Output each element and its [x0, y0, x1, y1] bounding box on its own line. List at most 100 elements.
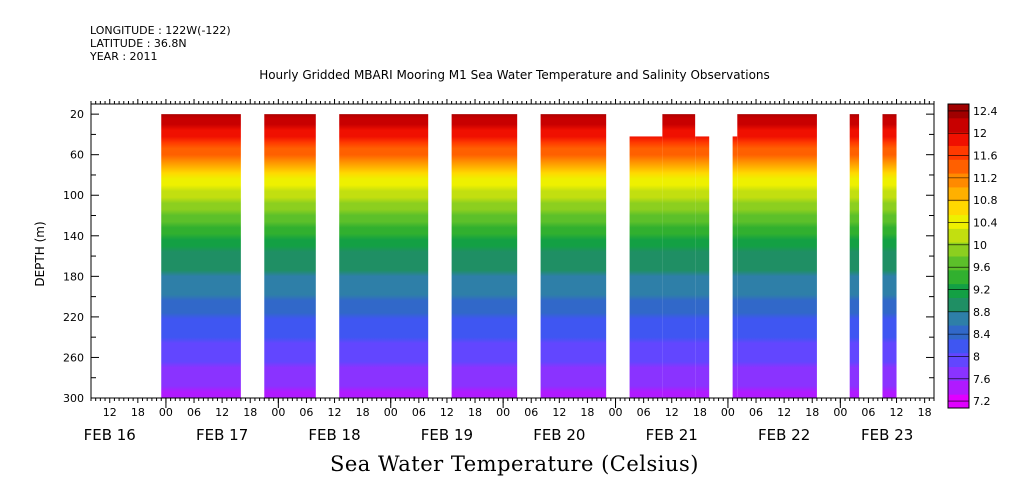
- y-tick-label: 220: [63, 311, 84, 324]
- axes: 12 18 00 06 12 18 00 06 12 18 00 06 12 18 00 06 12 18 00 06…: [63, 99, 935, 444]
- colorbar-label: 12: [973, 127, 987, 140]
- data-segment: [339, 114, 429, 398]
- hour-tick-label: 12: [440, 406, 454, 419]
- day-label: FEB 22: [758, 426, 810, 444]
- data-segment: [451, 114, 518, 398]
- colorbar-swatch: [948, 145, 969, 160]
- data-segment: [737, 114, 817, 398]
- hour-tick-label: 12: [215, 406, 229, 419]
- hour-tick-label: 06: [524, 406, 538, 419]
- hour-tick-label: 18: [693, 406, 707, 419]
- hour-tick-label: 06: [187, 406, 201, 419]
- colorbar-swatch: [948, 283, 969, 298]
- data-segment: [662, 114, 696, 398]
- day-label: FEB 21: [646, 426, 698, 444]
- colorbar-swatch: [948, 366, 969, 381]
- day-label: FEB 19: [421, 426, 473, 444]
- y-tick-label: 100: [63, 189, 84, 202]
- longitude-label: LONGITUDE : 122W(-122): [90, 24, 231, 37]
- hour-tick-label: 06: [412, 406, 426, 419]
- hour-tick-label: 06: [299, 406, 313, 419]
- hour-tick-label: 12: [777, 406, 791, 419]
- colorbar-label: 9.6: [973, 261, 991, 274]
- data-segment: [732, 136, 738, 398]
- y-axis-label: DEPTH (m): [33, 221, 47, 286]
- y-tick-label: 140: [63, 230, 84, 243]
- colorbar-swatch: [948, 159, 969, 174]
- hour-tick-label: 18: [918, 406, 932, 419]
- hour-tick-label: 12: [328, 406, 342, 419]
- hour-tick-label: 18: [356, 406, 370, 419]
- day-label: FEB 17: [196, 426, 248, 444]
- hour-tick-label: 18: [131, 406, 145, 419]
- day-label: FEB 16: [84, 426, 136, 444]
- colorbar-label: 7.6: [973, 373, 991, 386]
- hour-tick-label: 18: [805, 406, 819, 419]
- colorbar-label: 8: [973, 350, 980, 363]
- hour-tick-label: 18: [468, 406, 482, 419]
- colorbar-swatch: [948, 380, 969, 395]
- colorbar-swatch: [948, 325, 969, 340]
- day-label: FEB 18: [308, 426, 360, 444]
- mooring-metadata: LONGITUDE : 122W(-122) LATITUDE : 36.8N …: [90, 24, 231, 63]
- y-tick-label: 180: [63, 270, 84, 283]
- colorbar-swatch: [948, 131, 969, 146]
- hour-tick-label: 18: [243, 406, 257, 419]
- data-segment: [849, 114, 860, 398]
- colorbar-swatch: [948, 186, 969, 202]
- colorbar-swatch: [948, 228, 969, 243]
- y-tick-label: 300: [63, 392, 84, 405]
- colorbar-swatch: [948, 200, 969, 216]
- latitude-label: LATITUDE : 36.8N: [90, 37, 187, 50]
- hour-tick-label: 00: [833, 406, 847, 419]
- data-segment: [695, 136, 710, 398]
- colorbar-label: 11.6: [973, 150, 998, 163]
- data-segment: [540, 114, 607, 398]
- colorbar-swatch: [948, 352, 969, 368]
- hour-tick-label: 18: [580, 406, 594, 419]
- colorbar-label: 10.4: [973, 217, 998, 230]
- year-label: YEAR : 2011: [90, 50, 158, 63]
- x-axis-label: Sea Water Temperature (Celsius): [329, 452, 699, 476]
- day-label: FEB 23: [861, 426, 913, 444]
- hour-tick-label: 00: [384, 406, 398, 419]
- colorbar-swatch: [948, 311, 969, 326]
- colorbar: 7.2 7.6 8 8.4 8.8 9.2 9.6 10 10.4 10.8 11.2 11.6 12 1…: [947, 103, 998, 409]
- y-tick-label: 260: [63, 351, 84, 364]
- hour-tick-label: 06: [637, 406, 651, 419]
- colorbar-swatch: [948, 338, 969, 354]
- hour-tick-label: 00: [609, 406, 623, 419]
- colorbar-label: 8.8: [973, 306, 991, 319]
- colorbar-swatch: [948, 173, 969, 188]
- colorbar-label: 10.8: [973, 194, 998, 207]
- data-segment: [161, 114, 241, 398]
- colorbar-swatch: [948, 297, 969, 312]
- hour-tick-label: 00: [496, 406, 510, 419]
- colorbar-label: 9.2: [973, 283, 991, 296]
- colorbar-label: 7.2: [973, 395, 991, 408]
- day-label: FEB 20: [533, 426, 585, 444]
- data-segment: [264, 114, 316, 398]
- hour-tick-label: 12: [890, 406, 904, 419]
- hour-tick-label: 00: [271, 406, 285, 419]
- colorbar-swatch: [948, 214, 969, 229]
- hour-tick-label: 00: [159, 406, 173, 419]
- hour-tick-label: 12: [103, 406, 117, 419]
- colorbar-swatch: [948, 242, 969, 257]
- hour-tick-label: 12: [552, 406, 566, 419]
- data-segments: [161, 114, 897, 398]
- colorbar-swatch: [948, 269, 969, 285]
- colorbar-label: 8.4: [973, 328, 991, 341]
- colorbar-label: 11.2: [973, 172, 998, 185]
- hour-tick-label: 12: [665, 406, 679, 419]
- y-tick-label: 20: [70, 108, 84, 121]
- hour-tick-label: 06: [749, 406, 763, 419]
- hour-tick-label: 06: [861, 406, 875, 419]
- colorbar-frame: [947, 103, 970, 409]
- data-segment: [629, 136, 663, 398]
- colorbar-label: 10: [973, 239, 987, 252]
- colorbar-label: 12.4: [973, 105, 998, 118]
- colorbar-swatch: [948, 256, 969, 271]
- chart-title: Hourly Gridded MBARI Mooring M1 Sea Wate…: [259, 68, 770, 82]
